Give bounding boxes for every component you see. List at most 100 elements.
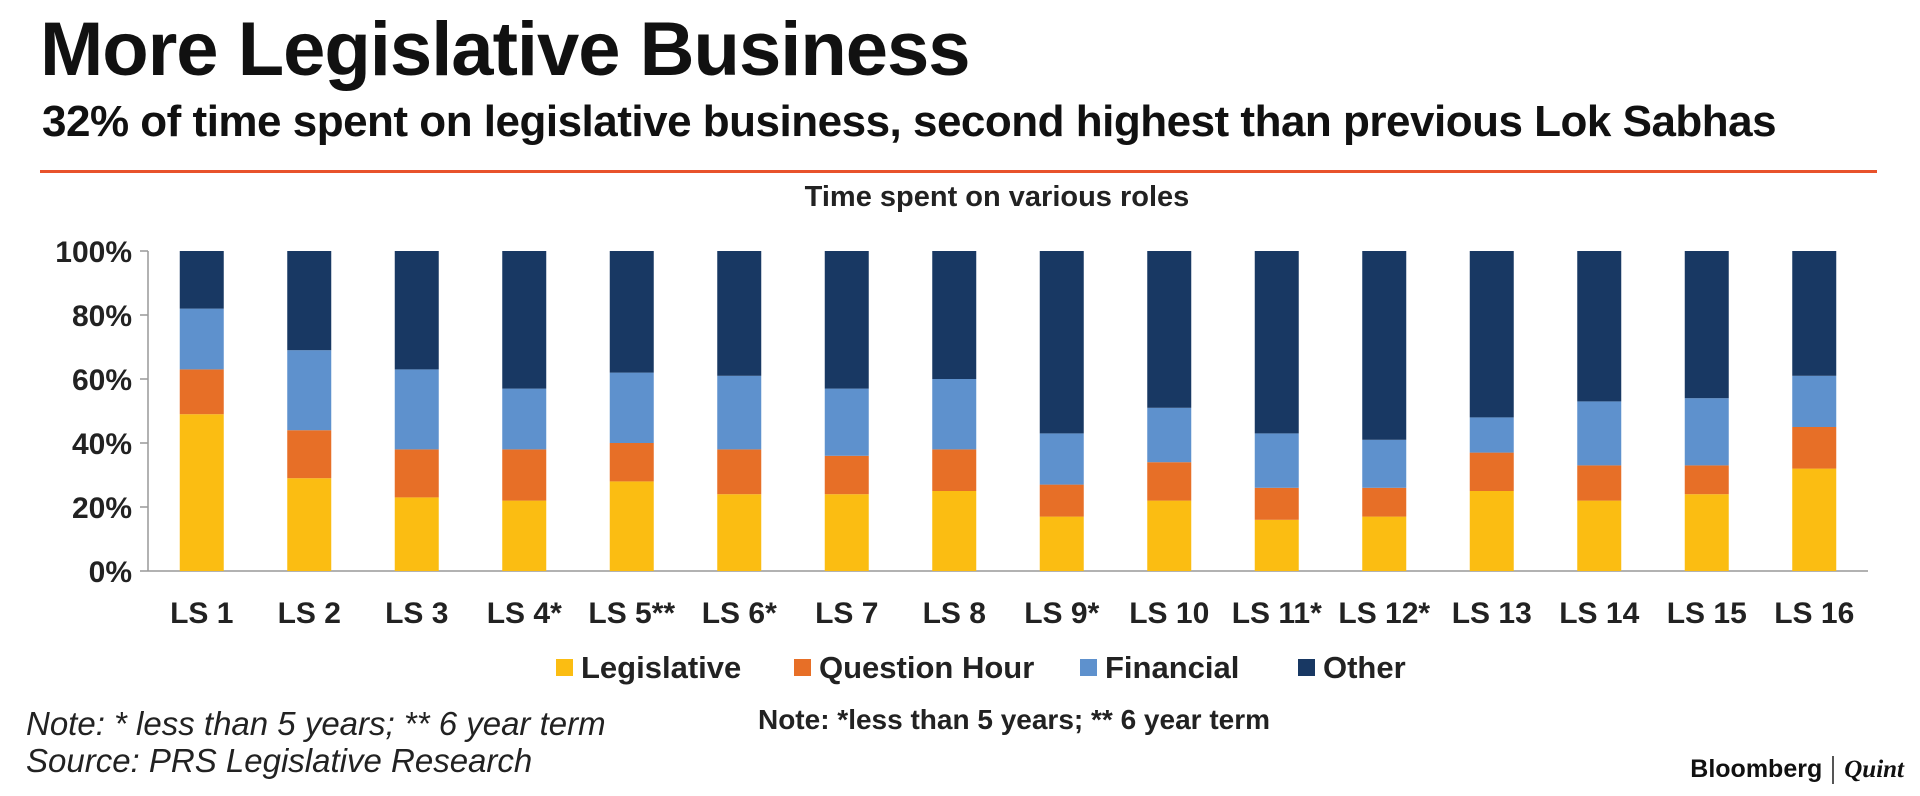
bar-segment-question-hour (824, 455, 869, 495)
y-tick-label: 100% (55, 236, 132, 269)
chart-inner-title: Time spent on various roles (805, 181, 1190, 213)
bar-segment-legislative (1469, 491, 1514, 571)
bar-segment-question-hour (609, 443, 654, 482)
x-tick-label: LS 6* (702, 597, 777, 630)
bar-segment-other (1792, 251, 1837, 376)
bar-segment-legislative (717, 494, 762, 571)
bar-segment-question-hour (1684, 465, 1729, 495)
bar-stack (1469, 251, 1514, 571)
bar-segment-financial (1792, 375, 1837, 427)
bar-segment-financial (824, 388, 869, 456)
chart-title: More Legislative Business (40, 7, 971, 92)
y-tick-label: 0% (89, 556, 132, 589)
brand-quint: Quint (1844, 756, 1904, 783)
x-tick-label: LS 5** (588, 597, 675, 630)
bar-segment-other (1469, 251, 1514, 418)
bar-segment-question-hour (179, 369, 224, 415)
bar-segment-other (717, 251, 762, 376)
bar-segment-financial (932, 379, 977, 450)
legend-label: Financial (1105, 650, 1239, 685)
x-tick-label: LS 16 (1774, 597, 1854, 630)
bar-segment-other (1362, 251, 1407, 440)
bar-stack (1039, 251, 1084, 571)
title-divider (40, 170, 1877, 173)
x-tick-label: LS 13 (1452, 597, 1532, 630)
legend-swatch (1080, 659, 1097, 676)
bar-segment-question-hour (1254, 487, 1299, 520)
bar-segment-other (394, 251, 439, 370)
bar-stack (1254, 251, 1299, 571)
legend-label: Question Hour (819, 650, 1034, 685)
bar-segment-other (502, 251, 547, 389)
bar-segment-question-hour (1147, 462, 1192, 501)
bar-segment-financial (1039, 433, 1084, 485)
bar-stack (717, 251, 762, 571)
bar-segment-legislative (1684, 494, 1729, 571)
bar-segment-financial (717, 375, 762, 450)
bar-segment-other (1577, 251, 1622, 402)
x-axis-labels: LS 1 LS 2 LS 3 LS 4* LS 5** LS 6* LS 7 LS 8 LS 9… (170, 597, 1854, 630)
bar-stack (1362, 251, 1407, 571)
chart-note: Note: *less than 5 years; ** 6 year term (758, 704, 1270, 735)
bar-segment-financial (1684, 398, 1729, 466)
bar-segment-legislative (1792, 468, 1837, 571)
bar-stack (1684, 251, 1729, 571)
bar-segment-other (1147, 251, 1192, 408)
bar-segment-question-hour (1039, 484, 1084, 517)
bar-stack (502, 251, 547, 571)
legend-swatch (1298, 659, 1315, 676)
bar-stack (609, 251, 654, 571)
brand-logo: Bloomberg Quint (1690, 755, 1904, 785)
axis-layer: 0% 20% 40% 60% 80% 100% (55, 236, 1868, 589)
footnote-note: Note: * less than 5 years; ** 6 year ter… (26, 705, 606, 742)
bar-segment-other (1684, 251, 1729, 399)
brand-separator (1832, 756, 1835, 785)
legend-swatch (794, 659, 811, 676)
bar-segment-financial (287, 350, 332, 431)
x-tick-label: LS 2 (278, 597, 341, 630)
bar-segment-other (1254, 251, 1299, 434)
bar-segment-question-hour (1469, 452, 1514, 491)
x-tick-label: LS 8 (923, 597, 986, 630)
bar-segment-financial (1147, 407, 1192, 463)
bar-stack (1792, 251, 1837, 571)
bar-segment-question-hour (932, 449, 977, 491)
bar-stack (932, 251, 977, 571)
bar-stack (179, 251, 224, 571)
legend: Legislative Question Hour Financial Other (556, 650, 1406, 685)
bar-segment-legislative (1254, 519, 1299, 571)
bar-segment-financial (502, 388, 547, 450)
bar-segment-question-hour (717, 449, 762, 495)
x-tick-label: LS 9* (1024, 597, 1099, 630)
bar-stack (1147, 251, 1192, 571)
x-tick-label: LS 1 (170, 597, 233, 630)
bar-stack (394, 251, 439, 571)
bar-segment-other (287, 251, 332, 351)
y-tick-label: 20% (72, 492, 132, 525)
bar-segment-legislative (502, 500, 547, 571)
bar-segment-question-hour (394, 449, 439, 498)
y-tick-label: 60% (72, 364, 132, 397)
x-tick-label: LS 11* (1232, 597, 1322, 630)
bar-segment-financial (1469, 417, 1514, 453)
footnote-source: Source: PRS Legislative Research (26, 741, 533, 779)
bar-stack (1577, 251, 1622, 571)
bar-segment-other (609, 251, 654, 373)
bar-segment-question-hour (1792, 427, 1837, 469)
x-tick-label: LS 14 (1559, 597, 1639, 630)
bar-segment-financial (179, 308, 224, 370)
x-tick-label: LS 15 (1667, 597, 1747, 630)
bar-segment-legislative (1147, 500, 1192, 571)
bar-segment-question-hour (502, 449, 547, 501)
bar-segment-other (932, 251, 977, 379)
legend-label: Other (1323, 650, 1406, 685)
bar-segment-financial (1577, 401, 1622, 466)
bar-stack (287, 251, 332, 571)
x-tick-label: LS 7 (815, 597, 878, 630)
brand-bloomberg: Bloomberg (1690, 755, 1823, 783)
bar-segment-financial (1362, 439, 1407, 488)
footnote: Note: * less than 5 years; ** 6 year ter… (26, 705, 606, 780)
bar-segment-legislative (824, 494, 869, 571)
x-tick-label: LS 3 (385, 597, 448, 630)
bar-segment-legislative (609, 481, 654, 571)
